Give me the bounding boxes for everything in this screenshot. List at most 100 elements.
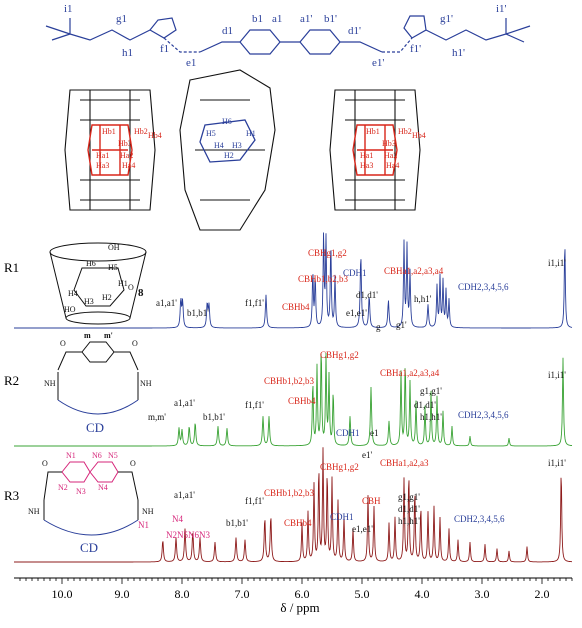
axle-labels: i1 g1 h1 f1 e1 d1 b1 a1 a1' b1' d1' e1' … (64, 3, 507, 69)
r2-peak-gg: g1,g1' (420, 386, 442, 396)
r1-icon-h2: H2 (102, 293, 112, 302)
r1-peak-cd-h23456: CDH2,3,4,5,6 (458, 282, 509, 292)
cb-left-ha3: Ha3 (96, 161, 109, 170)
r3-icon-n1: N1 (66, 451, 76, 460)
spectrum-r2 (14, 352, 573, 447)
r2-icon-o1: O (60, 339, 66, 348)
cd-center-h5: H5 (206, 129, 216, 138)
axle-label-h1: h1 (122, 47, 133, 59)
r2-icon-cd: CD (86, 420, 104, 435)
cb-right-hb3: Hb3 (382, 139, 396, 148)
r1-peak-g: g (376, 322, 381, 332)
r3-peak-f: f1,f1' (245, 496, 264, 506)
r3-icon-n6: N6 (92, 451, 102, 460)
r3-peak-i: i1,i1' (548, 458, 566, 468)
x-tick-label: 3.0 (475, 587, 490, 601)
r2-peak-cb-ha: CBHa1,a2,a3,a4 (380, 368, 440, 378)
r3-peak-cb-hb4: CBHb4 (284, 518, 312, 528)
r3-icon-n5: N5 (108, 451, 118, 460)
axle-label-g1: g1 (116, 13, 127, 25)
axle-label-b1p: b1' (324, 13, 337, 25)
r3-peak-cb-hg: CBHg1,g2 (320, 462, 359, 472)
r1-icon-oh-bottom: HO (64, 305, 76, 314)
r1-peak-cd-h1: CDH1 (343, 268, 367, 278)
r2-inset (57, 341, 139, 415)
cd-center-h4: H4 (214, 141, 224, 150)
x-tick-label: 8.0 (175, 587, 190, 601)
r3-peak-cb-hb-short: CBH (362, 496, 381, 506)
r3-icon-nh-left: NH (28, 507, 40, 516)
r3-peak-n4: N4 (172, 514, 183, 524)
r3-peak-gg: g1,g1' (398, 492, 420, 502)
axle-label-e1p: e1' (372, 57, 384, 69)
r1-icon-h6: H6 (86, 259, 96, 268)
axle-label-e1: e1 (186, 57, 196, 69)
r3-peak-cd-h23456: CDH2,3,4,5,6 (454, 514, 505, 524)
r2-peak-cb-hg: CBHg1,g2 (320, 350, 359, 360)
cb-right-hb1: Hb1 (366, 127, 380, 136)
cb-left-ha2: Ha2 (120, 151, 133, 160)
spectra-group (14, 232, 573, 563)
r3-icon-o2: O (130, 459, 136, 468)
axle-label-d1: d1 (222, 25, 233, 37)
r1-icon-h4: H4 (68, 289, 78, 298)
r1-icon-h5: H5 (108, 263, 118, 272)
cd-center-structure: H6 H5 H4 H3 H2 H1 (179, 69, 276, 231)
r2-icon-o2: O (132, 339, 138, 348)
axle-label-i1p: i1' (496, 3, 507, 15)
r3-peak-n1: N1 (138, 520, 149, 530)
axle-label-i1: i1 (64, 3, 73, 15)
cb-left-hb3: Hb3 (118, 139, 132, 148)
axle-label-g1p: g1' (440, 13, 453, 25)
x-axis-label: δ / ppm (280, 600, 319, 615)
axle-label-h1p: h1' (452, 47, 465, 59)
x-tick-label: 7.0 (235, 587, 250, 601)
r2-peak-e1: e1 (370, 428, 379, 438)
r1-icon-h3: H3 (84, 297, 94, 306)
row-label-r2: R2 (4, 373, 19, 388)
r3-peak-e: e1,e1' (352, 524, 373, 534)
r2-peak-e1p: e1' (362, 450, 372, 460)
x-tick-label: 10.0 (52, 587, 73, 601)
r2-peak-cd-h23456: CDH2,3,4,5,6 (458, 410, 509, 420)
r2-peak-b: b1,b1' (203, 412, 225, 422)
row-label-r1: R1 (4, 260, 19, 275)
r3-icon-n2: N2 (58, 483, 68, 492)
r1-icon-n8: 8 (138, 287, 144, 299)
axle-label-b1: b1 (252, 13, 263, 25)
x-axis-ticks: 10.0 9.0 8.0 7.0 6.0 5.0 4.0 3.0 2.0 (19, 578, 573, 601)
r2-icon-nh-left: NH (44, 379, 56, 388)
cb-right-ha1: Ha1 (360, 151, 373, 160)
r2-peak-a: a1,a1' (174, 398, 195, 408)
cb-left-ha4: Ha4 (122, 161, 135, 170)
r3-icon-cd: CD (80, 540, 98, 555)
r1-peak-h: h,h1' (414, 294, 432, 304)
r2-peak-dd: d1,d1' (414, 400, 436, 410)
r1-peak-i: i1,i1' (548, 258, 566, 268)
r2-icon-m: m (84, 331, 91, 340)
r1-peak-a: a1,a1' (156, 298, 177, 308)
x-tick-label: 4.0 (415, 587, 430, 601)
cb-left-structure: Hb1 Hb2 Hb3 Hb4 Ha1 Ha2 Ha3 Ha4 (64, 89, 162, 211)
cb-left-hb2: Hb2 (134, 127, 148, 136)
axle-label-a1p: a1' (300, 13, 312, 25)
r2-peak-i: i1,i1' (548, 370, 566, 380)
r3-peak-hh: h1,h1' (398, 516, 420, 526)
r1-icon-h1: H1 (118, 279, 128, 288)
cd-center-h6: H6 (222, 117, 232, 126)
r1-peak-cb-hb4: CBHb4 (282, 302, 310, 312)
cd-center-h1: H1 (246, 129, 256, 138)
r3-peak-cd-h1: CDH1 (330, 512, 354, 522)
r3-icon-n3: N3 (76, 487, 86, 496)
r2-peak-cd-h1: CDH1 (336, 428, 360, 438)
cd-center-h3: H3 (232, 141, 242, 150)
cb-right-ha3: Ha3 (360, 161, 373, 170)
cb-left-hb4: Hb4 (148, 131, 162, 140)
r1-peak-cb-hg: CBHg1,g2 (308, 248, 347, 258)
r2-icon-nh-right: NH (140, 379, 152, 388)
axle-label-d1p: d1' (348, 25, 361, 37)
cb-right-hb2: Hb2 (398, 127, 412, 136)
r1-peak-b: b1,b1' (187, 308, 209, 318)
r3-peak-labels: a1,a1' N1 N4 N2N5N6N3 b1,b1' f1,f1' CBHg… (138, 458, 566, 540)
axle-label-f1: f1 (160, 43, 169, 55)
